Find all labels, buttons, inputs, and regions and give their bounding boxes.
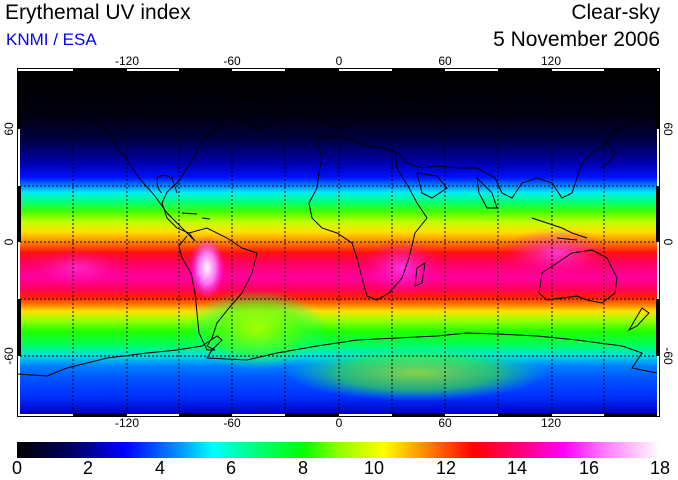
colorbar-tick: 4 xyxy=(154,458,166,478)
colorbar-tick: 18 xyxy=(649,458,671,478)
y-tick-right: -60 xyxy=(661,347,675,365)
colorbar-tick: 0 xyxy=(11,458,23,478)
colorbar xyxy=(17,442,660,458)
colorbar-tick: 6 xyxy=(225,458,237,478)
x-tick-bottom: 120 xyxy=(540,416,562,430)
y-tick-left: 0 xyxy=(2,238,16,246)
colorbar-tick: 8 xyxy=(297,458,309,478)
colorbar-tick: 10 xyxy=(363,458,385,478)
y-tick-left: -60 xyxy=(2,347,16,365)
y-tick-right: 0 xyxy=(661,238,675,246)
map-source: KNMI / ESA xyxy=(6,30,97,49)
sky-condition: Clear-sky xyxy=(571,1,660,24)
uv-index-map xyxy=(17,68,660,417)
map-date: 5 November 2006 xyxy=(493,28,660,51)
x-tick-top: 60 xyxy=(438,54,452,68)
y-tick-right: 60 xyxy=(661,122,675,136)
y-tick-left: 60 xyxy=(2,122,16,136)
colorbar-tick: 16 xyxy=(578,458,600,478)
colorbar-tick: 12 xyxy=(435,458,457,478)
x-tick-bottom: 60 xyxy=(438,416,452,430)
x-tick-bottom: 0 xyxy=(335,416,343,430)
x-tick-bottom: -120 xyxy=(114,416,140,430)
map-title: Erythemal UV index xyxy=(5,1,191,24)
x-tick-top: 120 xyxy=(540,54,562,68)
colorbar-tick: 14 xyxy=(506,458,528,478)
x-tick-bottom: -60 xyxy=(223,416,241,430)
x-tick-top: -120 xyxy=(114,54,140,68)
colorbar-tick: 2 xyxy=(82,458,94,478)
x-tick-top: 0 xyxy=(335,54,343,68)
x-tick-top: -60 xyxy=(223,54,241,68)
